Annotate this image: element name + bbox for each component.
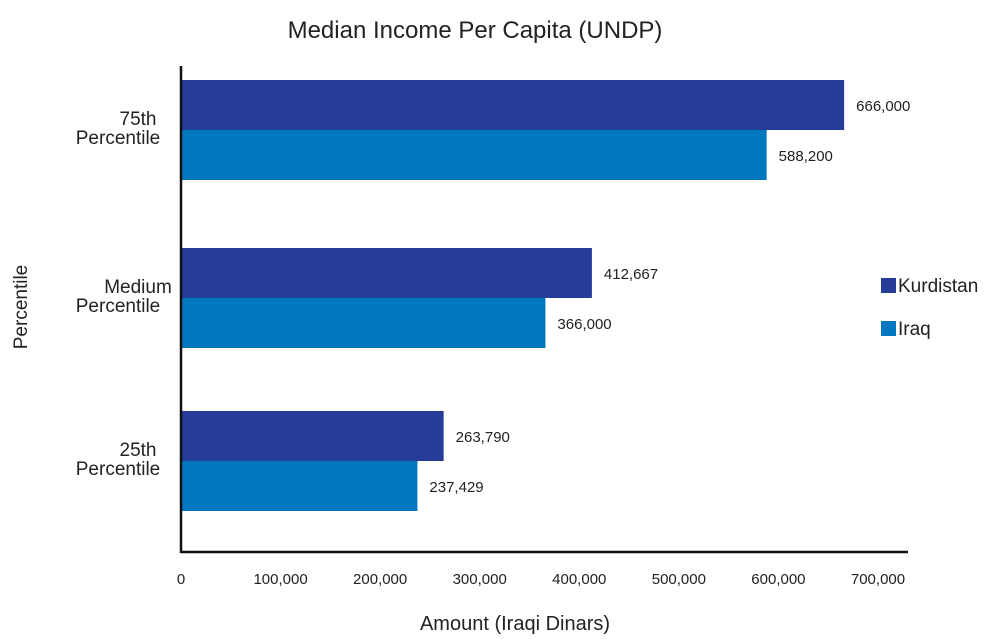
x-axis-label: Amount (Iraqi Dinars) <box>420 613 610 635</box>
bar-iraq-1 <box>181 298 546 348</box>
y-axis-label: Percentile <box>11 265 32 350</box>
category-label-line2: Percentile <box>76 296 161 317</box>
legend-label-kurdistan: Kurdistan <box>898 276 978 297</box>
x-tick-label: 700,000 <box>851 571 905 588</box>
category-label-line1: Medium <box>104 277 172 298</box>
x-tick-label: 300,000 <box>453 571 507 588</box>
x-tick-label: 600,000 <box>751 571 805 588</box>
x-tick-label: 400,000 <box>552 571 606 588</box>
legend: Kurdistan Iraq <box>881 276 978 340</box>
x-tick-label: 500,000 <box>652 571 706 588</box>
bar-iraq-2 <box>181 461 418 511</box>
category-label-line1: 75th <box>120 109 157 130</box>
x-tick-label: 0 <box>177 571 185 588</box>
bar-value-label: 588,200 <box>779 148 833 165</box>
category-labels-group: 75thPercentileMediumPercentile25thPercen… <box>76 109 172 480</box>
bar-value-label: 237,429 <box>429 479 483 496</box>
category-label-line1: 25th <box>120 440 157 461</box>
bar-value-label: 412,667 <box>604 266 658 283</box>
bar-value-label: 263,790 <box>456 429 510 446</box>
chart-title: Median Income Per Capita (UNDP) <box>288 17 663 44</box>
legend-swatch-kurdistan <box>881 278 896 293</box>
bar-value-label: 666,000 <box>856 98 910 115</box>
bar-iraq-0 <box>181 130 767 180</box>
x-tick-label: 200,000 <box>353 571 407 588</box>
x-tick-labels-group: 0 100,000 200,000 300,000 400,000 500,000 600,… <box>177 571 905 588</box>
category-label-line2: Percentile <box>76 459 161 480</box>
legend-swatch-iraq <box>881 321 896 336</box>
legend-label-iraq: Iraq <box>898 319 931 340</box>
bar-labels-group: 666,000 412,667 263,790 588,200 366,000 237,4… <box>429 98 910 496</box>
bar-kurdistan-1 <box>181 248 592 298</box>
x-tick-label: 100,000 <box>253 571 307 588</box>
category-label-line2: Percentile <box>76 128 161 149</box>
bar-kurdistan-0 <box>181 80 845 130</box>
bar-value-label: 366,000 <box>557 316 611 333</box>
bar-kurdistan-2 <box>181 411 444 461</box>
bars-group <box>181 80 845 511</box>
